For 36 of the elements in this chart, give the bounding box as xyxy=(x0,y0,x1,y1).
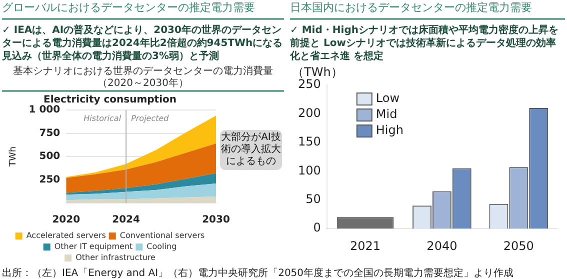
annotation: Historical xyxy=(84,114,122,124)
legend-label: Conventional servers xyxy=(120,231,205,240)
legend-label: Low xyxy=(376,91,400,106)
legend-label: Other IT equipment xyxy=(54,242,133,252)
text: 日本国内におけるデータセンターの推定電力需要 xyxy=(290,0,565,20)
x-tick-label: 2020 xyxy=(52,214,80,226)
y-tick-label: 750 xyxy=(39,128,60,139)
annotation: Projected xyxy=(131,114,170,124)
x-tick-label: 2040 xyxy=(426,238,458,253)
x-tick-label: 2030 xyxy=(202,214,230,226)
y-tick-label: 500 xyxy=(39,151,60,162)
x-tick-label: 2050 xyxy=(503,238,534,253)
x-tick-label: 2021 xyxy=(350,238,381,253)
x-tick-label: 2024 xyxy=(112,214,140,226)
legend-label: Accelerated servers xyxy=(26,231,106,240)
y-tick-label: 250 xyxy=(298,77,321,92)
legend-label: Mid xyxy=(376,107,398,122)
text: ✓ IEAは、AIの普及などにより、2030年の世界のデータセンターによる電力消費量は2024年比2倍超の約945TWhになる見込み（世界全体の電力消費量の3%弱）と予測 xyxy=(2,24,284,63)
text: ✓ Mid・Highシナリオでは床面積や平均電力密度の上昇を前提と Lowシナリオでは技術革新によるデータ処理の効率化と省エネ進 を想定 xyxy=(290,24,560,63)
y-tick-label: 200 xyxy=(298,106,321,120)
y-axis-title: TWh xyxy=(8,146,19,168)
legend-label: Other infrastructure xyxy=(76,253,156,262)
y-tick-label: 50 xyxy=(306,192,321,206)
chart-title: Electricity consumption xyxy=(43,94,177,106)
legend-label: Cooling xyxy=(146,242,177,252)
y-axis-title: （TWh） xyxy=(292,65,343,80)
y-tick-label: 150 xyxy=(298,134,321,149)
text: 大部分がAI技術の導入拡大によるもの xyxy=(220,130,282,170)
y-tick-label: 250 xyxy=(39,174,60,186)
y-tick-label: 100 xyxy=(298,163,321,178)
text: グローバルにおけるデータセンターの推定電力需要 xyxy=(2,0,284,20)
legend-label: High xyxy=(376,123,404,138)
chart-subtitle: 基本シナリオにおける世界のデータセンターの電力消費量（2020～2030年） xyxy=(2,66,284,92)
text: 出所：（左）IEA「Energy and AI」（右）電力中央研究所「2050年度までの全国の長期電力需要想定」より作成 xyxy=(2,266,514,279)
y-tick-label: 0 xyxy=(313,220,321,235)
y-tick-label: 1 000 xyxy=(28,104,60,116)
